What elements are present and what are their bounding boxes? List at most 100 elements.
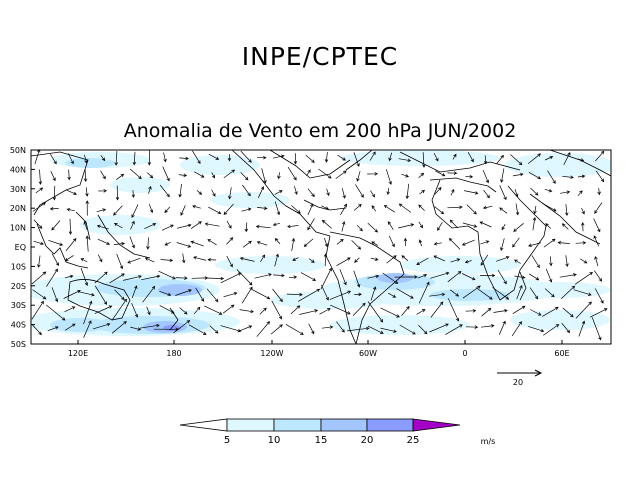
colorbar-tick: 5: [224, 435, 230, 446]
colorbar-tick: 20: [361, 435, 374, 446]
wind-vector-arrow: [66, 208, 75, 212]
wind-vector-arrow: [147, 150, 152, 166]
wind-vector-arrow: [370, 257, 379, 261]
wind-vector-arrow: [418, 324, 428, 335]
wind-vector-arrow: [132, 151, 137, 166]
lat-label: 40S: [11, 321, 26, 330]
wind-vector-arrow: [129, 168, 142, 180]
colorbar-tick: 10: [268, 435, 281, 446]
wind-vector-arrow: [192, 204, 201, 209]
wind-vector-arrow: [528, 326, 545, 333]
wind-vector-arrow: [323, 253, 328, 267]
wind-vector-arrow: [544, 288, 555, 298]
wind-vector-arrow: [80, 258, 88, 263]
wind-vector-arrow: [437, 222, 443, 231]
wind-vector-arrow: [179, 156, 189, 161]
wind-vector-arrow: [129, 236, 135, 249]
wind-vector-arrow: [465, 174, 474, 179]
wind-vector-arrow: [591, 317, 602, 341]
reference-vector-label: 20: [513, 378, 523, 387]
wind-vector-arrow: [464, 259, 472, 264]
wind-vector-arrow: [257, 186, 265, 198]
wind-vector-arrow: [352, 302, 366, 317]
wind-vector-arrow: [434, 206, 445, 215]
wind-vector-arrow: [321, 325, 334, 329]
wind-vector-arrow: [593, 235, 599, 247]
wind-vector-arrow: [116, 253, 124, 270]
lat-label: 30S: [11, 301, 26, 310]
wind-vector-arrow: [84, 154, 88, 164]
wind-vector-arrow: [207, 257, 217, 262]
wind-vector-arrow: [367, 274, 380, 279]
wind-vector-arrow: [565, 255, 569, 268]
wind-vector-arrow: [544, 188, 553, 193]
wind-vector-arrow: [347, 326, 370, 332]
colorbar-units: m/s: [481, 437, 496, 446]
wind-vector-arrow: [130, 326, 142, 331]
wind-vector-arrow: [416, 309, 426, 315]
wind-vector-arrow: [528, 242, 542, 247]
wind-vector-arrow: [241, 207, 252, 212]
wind-vector-arrow: [147, 172, 154, 179]
wind-vector-arrow: [386, 255, 397, 264]
wind-vector-arrow: [190, 240, 204, 247]
wind-vector-arrow: [285, 323, 304, 335]
wind-vector-arrow: [336, 321, 345, 333]
wind-vector-arrow: [192, 150, 201, 165]
wind-vector-arrow: [496, 154, 504, 165]
wind-vector-arrow: [461, 239, 475, 246]
wind-vector-arrow: [515, 203, 520, 216]
wind-vector-arrow: [330, 304, 351, 315]
wind-vector-arrow: [341, 188, 346, 199]
wind-vector-arrow: [320, 267, 332, 290]
wind-vector-arrow: [433, 152, 439, 162]
wind-vector-arrow: [467, 152, 474, 163]
wind-vector-arrow: [542, 306, 559, 317]
wind-vector-arrow: [482, 205, 493, 210]
wind-vector-arrow: [259, 307, 267, 315]
wind-vector-arrow: [223, 291, 238, 298]
wind-vector-arrow: [419, 189, 425, 195]
wind-vector-arrow: [560, 190, 571, 194]
wind-vector-arrow: [543, 324, 560, 336]
wind-vector-arrow: [399, 324, 416, 335]
wind-vector-arrow: [500, 168, 505, 183]
wind-vector-arrow: [179, 307, 188, 315]
wind-vector-arrow: [83, 300, 93, 325]
wind-vector-arrow: [422, 152, 426, 168]
wind-vector-arrow: [575, 241, 587, 245]
wind-vector-arrow: [204, 222, 220, 227]
wind-vector-arrow: [561, 223, 569, 230]
wind-vector-arrow: [83, 169, 88, 183]
wind-vector-arrow: [34, 150, 41, 165]
wind-vector-arrow: [100, 170, 106, 180]
wind-vector-arrow: [113, 205, 123, 216]
wind-vector-arrow: [367, 172, 379, 176]
lat-label: 50S: [11, 340, 26, 349]
wind-vector-arrow: [254, 273, 272, 279]
wind-vector-arrow: [465, 309, 477, 313]
wind-vector-arrow: [447, 205, 463, 209]
wind-vector-arrow: [286, 292, 303, 297]
wind-vector-arrow: [113, 223, 123, 229]
wind-vector-arrow: [131, 302, 139, 318]
wind-vector-arrow: [300, 272, 317, 281]
wind-vector-arrow: [493, 309, 508, 313]
lon-label: 0: [462, 349, 467, 358]
colorbar-swatch: [179, 418, 228, 432]
wind-vector-arrow: [52, 185, 57, 201]
wind-vector-arrow: [66, 189, 77, 195]
wind-vector-arrow: [257, 206, 268, 211]
wind-vector-arrow: [498, 320, 506, 335]
lat-label: 10N: [10, 224, 26, 233]
wind-vector-arrow: [353, 204, 362, 211]
wind-vector-arrow: [324, 237, 329, 248]
wind-vector-arrow: [450, 258, 461, 263]
wind-vector-arrow: [272, 222, 280, 227]
wind-vector-arrow: [48, 239, 64, 246]
wind-vector-arrow: [353, 270, 361, 288]
wind-vector-arrow: [271, 300, 282, 320]
wind-vector-arrow: [475, 287, 493, 300]
wind-vector-arrow: [461, 273, 476, 281]
wind-vector-arrow: [547, 170, 556, 184]
